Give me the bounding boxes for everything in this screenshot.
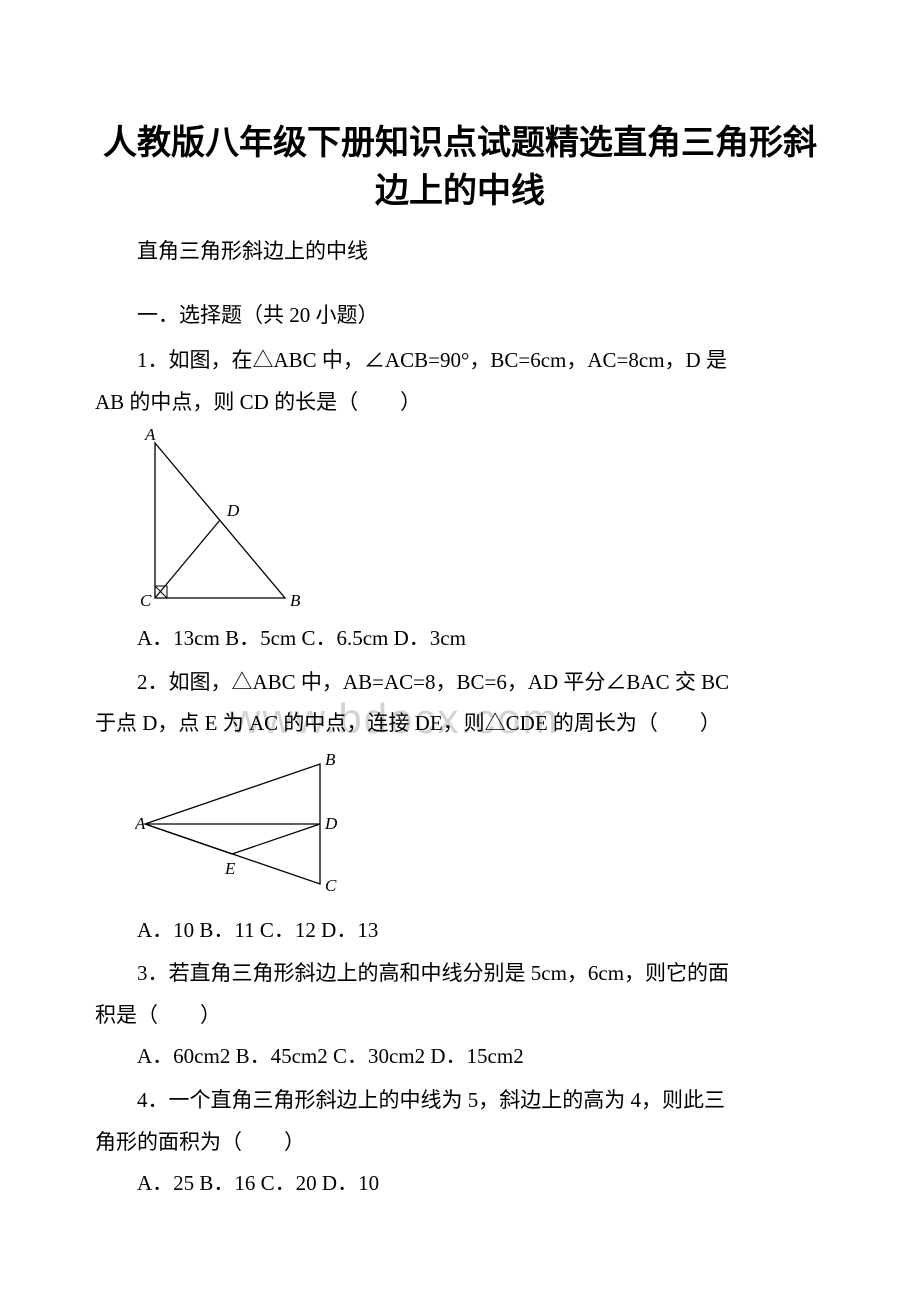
question-2-figure: A B C D E: [135, 749, 825, 910]
question-3-options: A．60cm2 B．45cm2 C．30cm2 D．15cm2: [95, 1040, 825, 1074]
q1-label-D: D: [226, 501, 240, 520]
q2-label-E: E: [224, 859, 236, 878]
question-3-line2: 积是（ ）: [95, 999, 825, 1033]
section-heading: 一．选择题（共 20 小题）: [95, 299, 825, 333]
question-1-options: A．13cm B．5cm C．6.5cm D．3cm: [95, 622, 825, 656]
question-2-line1: 2．如图，△ABC 中，AB=AC=8，BC=6，AD 平分∠BAC 交 BC: [95, 666, 825, 700]
document-title: 人教版八年级下册知识点试题精选直角三角形斜边上的中线: [95, 120, 825, 215]
question-2-line2: 于点 D，点 E 为 AC 的中点，连接 DE，则△CDE 的周长为（ ）: [95, 707, 825, 741]
question-1-figure: A B C D: [135, 428, 825, 619]
q2-label-A: A: [135, 814, 146, 833]
q1-label-C: C: [140, 591, 152, 608]
q2-label-B: B: [325, 750, 336, 769]
q1-label-B: B: [290, 591, 301, 608]
q2-label-C: C: [325, 876, 337, 895]
document-subtitle: 直角三角形斜边上的中线: [95, 235, 825, 269]
question-3-line1: 3．若直角三角形斜边上的高和中线分别是 5cm，6cm，则它的面: [95, 957, 825, 991]
question-4-options: A．25 B．16 C．20 D．10: [95, 1167, 825, 1201]
question-4-line2: 角形的面积为（ ）: [95, 1126, 825, 1160]
q2-label-D: D: [324, 814, 338, 833]
question-2-options: A．10 B．11 C．12 D．13: [95, 914, 825, 948]
question-4-line1: 4．一个直角三角形斜边上的中线为 5，斜边上的高为 4，则此三: [95, 1084, 825, 1118]
question-1-line1: 1．如图，在△ABC 中，∠ACB=90°，BC=6cm，AC=8cm，D 是: [95, 344, 825, 378]
q1-label-A: A: [144, 428, 156, 444]
question-1-line2: AB 的中点，则 CD 的长是（ ）: [95, 386, 825, 420]
